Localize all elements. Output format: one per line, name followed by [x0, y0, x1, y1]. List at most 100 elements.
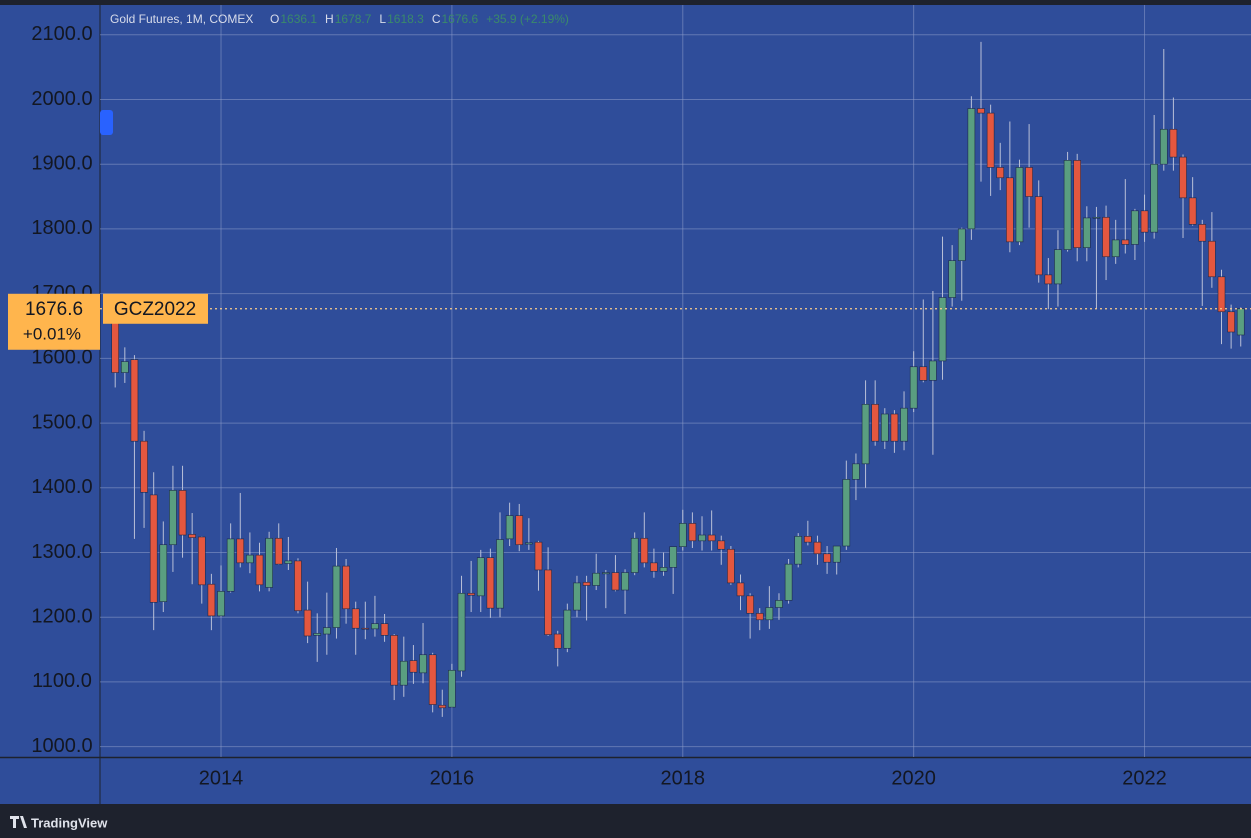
candle-body [736, 582, 745, 597]
candle-body [496, 539, 504, 609]
candle-body [640, 537, 649, 564]
candle-body [457, 592, 466, 672]
change-label: +35.9 (+2.19%) [486, 12, 569, 26]
candle-body [409, 660, 418, 673]
last-price-label: 1676.6 [25, 299, 83, 320]
x-tick-label: 2014 [199, 767, 244, 789]
x-tick-label: 2022 [1122, 767, 1167, 789]
y-tick-label: 1400.0 [31, 476, 92, 498]
candle-body [178, 490, 187, 536]
candle-body [582, 581, 591, 586]
candle-body [611, 572, 620, 591]
candle-body [1188, 197, 1197, 225]
chart-title: Gold Futures, 1M, COMEX [110, 12, 253, 26]
candle-body [505, 515, 514, 540]
candle-body [246, 554, 254, 564]
candle-body [207, 583, 216, 617]
candle-body [880, 413, 889, 442]
candle-body [342, 565, 350, 610]
candle-body [380, 623, 389, 636]
candle-body [996, 167, 1005, 179]
candle-body [592, 572, 601, 586]
y-tick-label: 1200.0 [31, 605, 92, 627]
x-tick-label: 2016 [430, 767, 475, 789]
candle-body [1131, 210, 1139, 245]
candle-body [813, 541, 822, 555]
y-tick-label: 1300.0 [31, 541, 92, 563]
candle-body [553, 633, 562, 649]
candle-body [1102, 216, 1110, 258]
candle-body [563, 609, 572, 649]
candle-body [284, 560, 293, 564]
candle-body [650, 562, 658, 572]
contract-label: GCZ2022 [114, 299, 196, 320]
x-tick-label: 2018 [661, 767, 706, 789]
candle-body [1159, 128, 1168, 165]
candle-body [169, 490, 177, 546]
ohlc-value: 1636.1 [280, 12, 317, 26]
candle-body [515, 515, 524, 546]
ohlc-value: 1678.7 [335, 12, 372, 26]
candle-body [1227, 311, 1235, 333]
candle-body [804, 536, 812, 543]
candle-body [986, 112, 995, 168]
contract-label-box [103, 293, 208, 324]
candle-body [371, 623, 379, 630]
candle-body [688, 523, 697, 542]
candle-body [1063, 160, 1072, 250]
candle-body [900, 407, 908, 442]
candle-body [669, 546, 677, 568]
candle-body [1217, 276, 1226, 313]
candle-body [1083, 217, 1091, 248]
ohlc-prefix: C [432, 12, 441, 26]
candle-body [890, 413, 899, 442]
candle-body [265, 537, 273, 588]
candle-body [746, 595, 754, 614]
candle-body [1150, 163, 1158, 233]
candle-body [544, 569, 552, 635]
candle-body [842, 479, 851, 547]
candle-body [948, 260, 956, 298]
ohlc-prefix: H [325, 12, 334, 26]
y-tick-label: 2000.0 [31, 88, 92, 110]
candle-body [1236, 308, 1245, 336]
candle-body [707, 534, 716, 542]
ohlc-prefix: L [379, 12, 386, 26]
candle-body [294, 560, 302, 612]
candle-body [765, 607, 774, 621]
price-change-label: +0.01% [23, 324, 81, 343]
candle-body [428, 654, 437, 705]
candle-body [717, 540, 726, 550]
x-tick-label: 2020 [891, 767, 936, 789]
candle-body [967, 108, 976, 230]
candle-body [1054, 249, 1062, 285]
candle-body [621, 572, 629, 591]
candle-body [957, 228, 966, 261]
candle-body [794, 536, 803, 565]
candle-body [919, 366, 928, 381]
candle-body [659, 567, 668, 572]
chart-background [0, 5, 1251, 804]
candle-body [130, 359, 139, 442]
candle-body [861, 403, 870, 465]
candle-body [852, 463, 860, 480]
candle-body [1140, 210, 1149, 233]
candle-body [438, 704, 447, 709]
candle-body [1111, 239, 1120, 258]
candle-body [727, 548, 735, 584]
candle-body [630, 537, 639, 573]
candle-body [871, 403, 879, 442]
candle-body [1179, 156, 1187, 199]
candle-body [977, 108, 985, 114]
candle-body [775, 600, 783, 608]
candle-body [525, 542, 533, 545]
y-tick-label: 1900.0 [31, 152, 92, 174]
candle-body [823, 553, 831, 563]
candle-body [448, 669, 456, 708]
candle-body [313, 633, 322, 636]
drawing-handle[interactable] [100, 110, 113, 135]
candle-body [361, 627, 370, 630]
candle-body [1073, 160, 1081, 248]
